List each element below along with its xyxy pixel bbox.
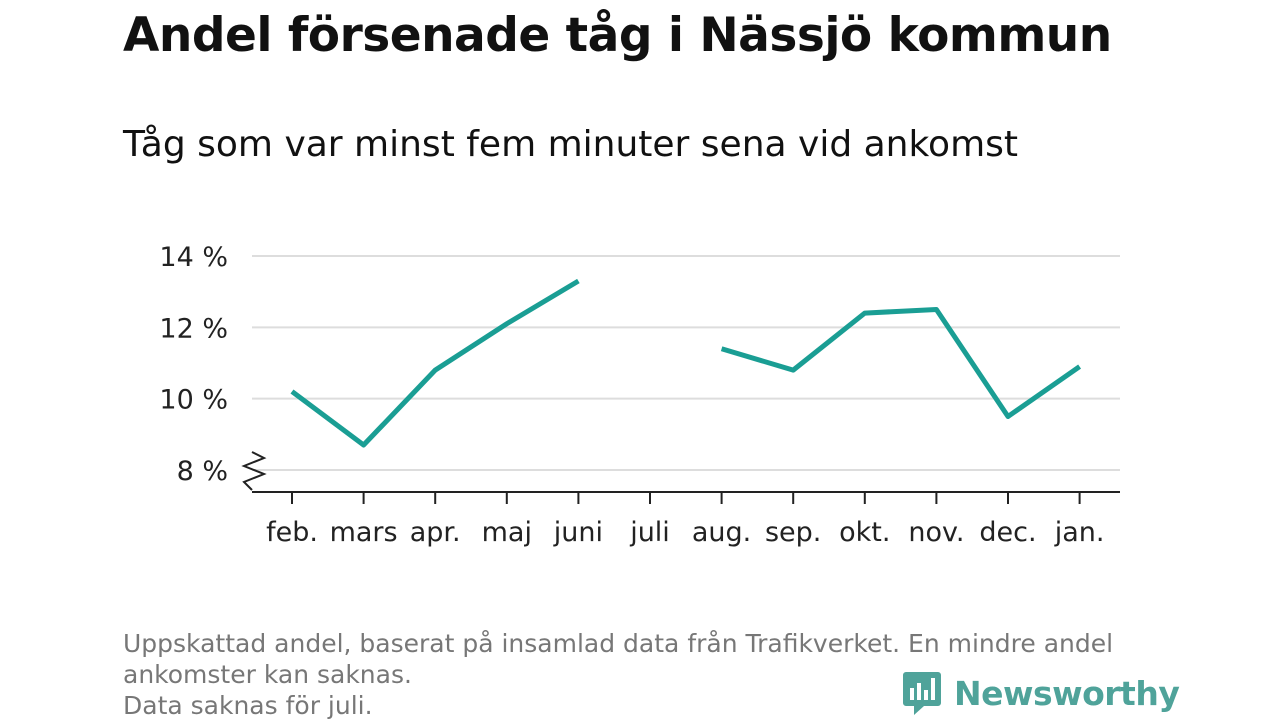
footnote: Uppskattad andel, baserat på insamlad da… xyxy=(123,628,1183,721)
x-tick-label: juni xyxy=(553,517,603,548)
gridlines xyxy=(252,255,1120,471)
line-chart: 8 % 10 % 12 % 14 % feb. mars apr. maj juni juli a… xyxy=(159,242,1120,548)
x-tick-label: aug. xyxy=(692,517,751,548)
x-tick-label: dec. xyxy=(979,517,1036,548)
y-axis-tick-labels: 8 % 10 % 12 % 14 % xyxy=(159,242,228,487)
x-axis xyxy=(252,491,1120,504)
x-tick-label: maj xyxy=(482,517,532,548)
y-tick-label: 14 % xyxy=(159,242,228,273)
y-axis-break-icon xyxy=(241,451,267,491)
y-tick-label: 10 % xyxy=(159,385,228,416)
x-axis-tick-labels: feb. mars apr. maj juni juli aug. sep. okt. nov. d… xyxy=(266,517,1104,548)
x-tick-label: sep. xyxy=(765,517,821,548)
chart-subtitle: Tåg som var minst fem minuter sena vid a… xyxy=(123,124,1019,165)
x-tick-label: juli xyxy=(629,517,670,548)
y-tick-label: 8 % xyxy=(177,456,228,487)
chart-title: Andel försenade tåg i Nässjö kommun xyxy=(123,8,1112,63)
x-tick-label: jan. xyxy=(1054,517,1105,548)
x-tick-label: nov. xyxy=(908,517,964,548)
x-tick-label: apr. xyxy=(410,517,461,548)
x-tick-label: okt. xyxy=(839,517,890,548)
x-tick-label: mars xyxy=(330,517,398,548)
chart-speech-bubble-icon xyxy=(903,672,941,715)
footnote-line: ankomster kan saknas. xyxy=(123,660,412,689)
axis-break-zigzag xyxy=(241,451,267,491)
footnote-line: Data saknas för juli. xyxy=(123,691,373,720)
series-line xyxy=(720,307,1082,419)
brand-logo: Newsworthy xyxy=(902,670,1180,716)
data-lines xyxy=(290,278,1082,448)
footnote-line: Uppskattad andel, baserat på insamlad da… xyxy=(123,629,1114,658)
y-tick-label: 12 % xyxy=(159,313,228,344)
brand-name: Newsworthy xyxy=(954,673,1180,713)
series-line xyxy=(290,278,580,448)
x-tick-label: feb. xyxy=(266,517,318,548)
